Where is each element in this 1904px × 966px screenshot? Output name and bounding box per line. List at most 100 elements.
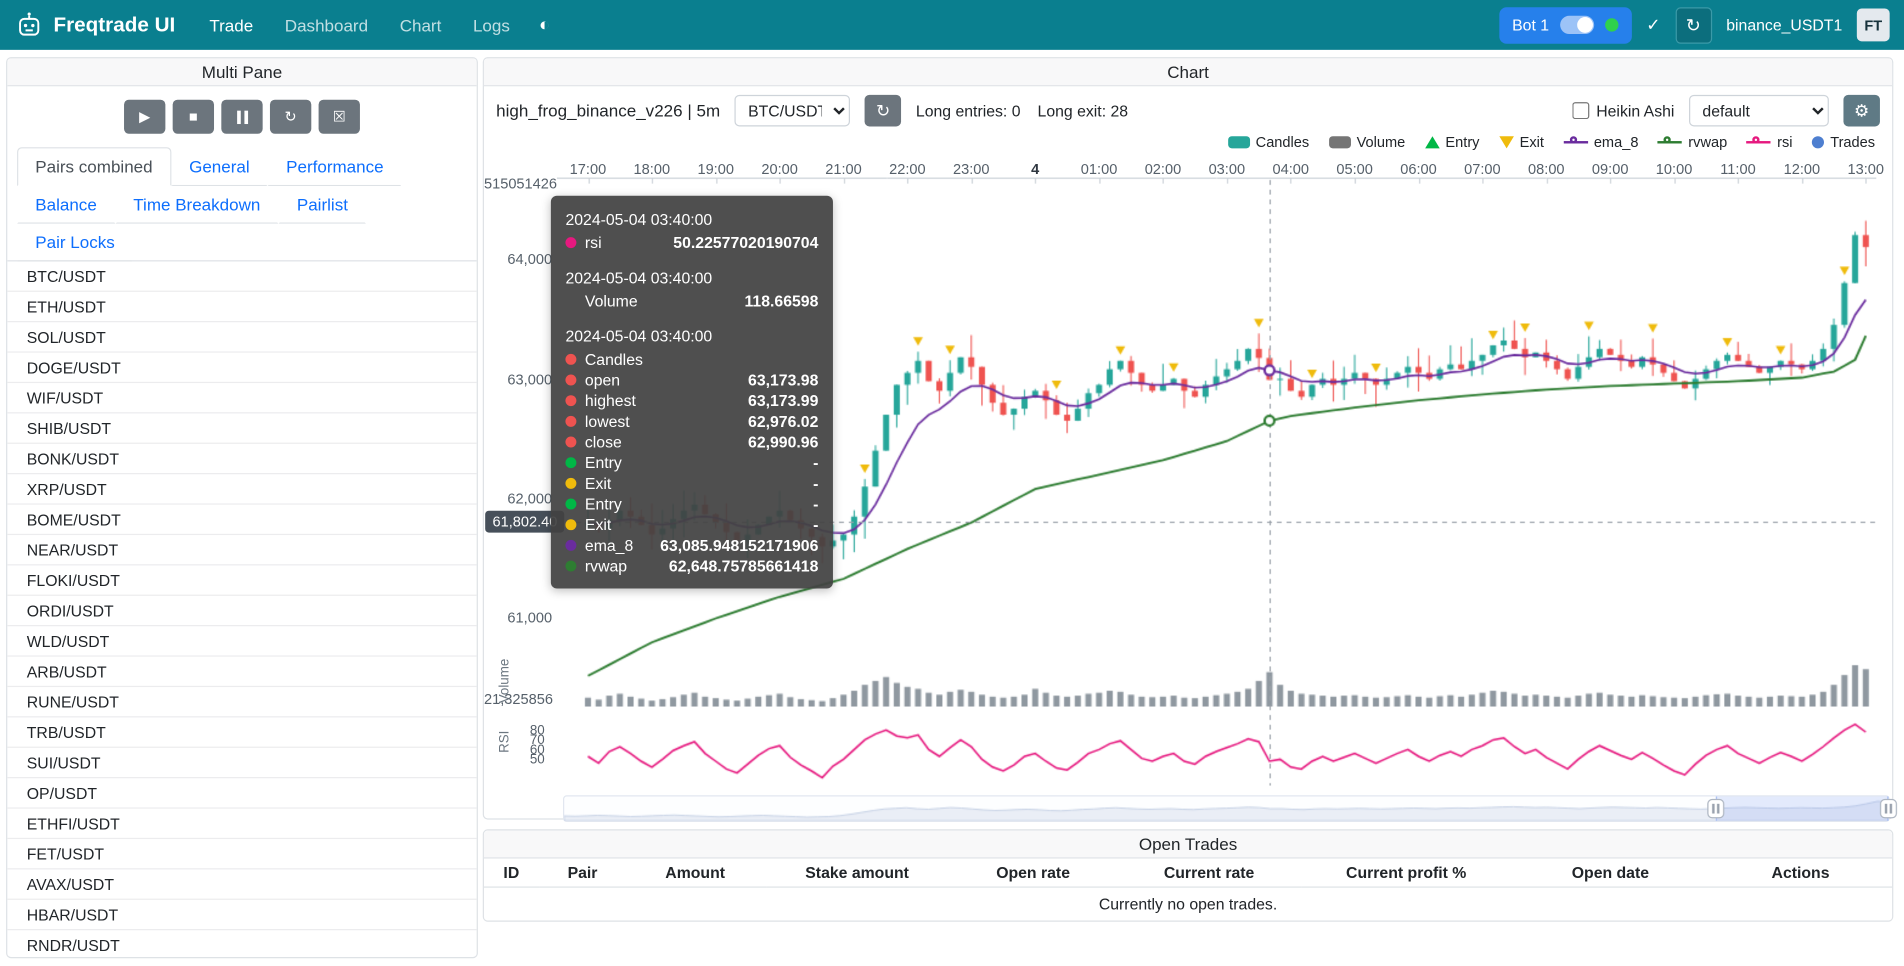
pair-row-xrp-usdt[interactable]: XRP/USDT xyxy=(7,474,477,505)
pair-row-op-usdt[interactable]: OP/USDT xyxy=(7,778,477,809)
reload-bot-button[interactable]: ↻ xyxy=(1675,6,1712,44)
pair-row-rndr-usdt[interactable]: RNDR/USDT xyxy=(7,930,476,957)
plot-config-select[interactable]: default xyxy=(1689,94,1829,127)
tab-pairs-combined[interactable]: Pairs combined xyxy=(17,147,171,187)
refresh-icon: ↻ xyxy=(875,100,891,120)
heikin-ashi-checkbox[interactable] xyxy=(1571,102,1589,120)
series-value: - xyxy=(813,515,819,534)
heikin-ashi-control: Heikin Ashi xyxy=(1571,102,1674,120)
pair-row-trb-usdt[interactable]: TRB/USDT xyxy=(7,717,477,748)
pair-row-shib-usdt[interactable]: SHIB/USDT xyxy=(7,413,477,444)
user-avatar[interactable]: FT xyxy=(1856,8,1890,42)
tooltip-time: 2024-05-04 03:40:00 xyxy=(565,327,713,346)
legend-volume[interactable]: Volume xyxy=(1328,134,1405,151)
empty-row: Currently no open trades. xyxy=(484,887,1892,920)
bot-name: Bot 1 xyxy=(1512,15,1550,35)
tab-time-breakdown[interactable]: Time Breakdown xyxy=(115,185,279,224)
y-axis-label: 21,325856 xyxy=(483,690,553,708)
y-axis-label: 64,000 xyxy=(507,250,553,268)
bot-toggle[interactable] xyxy=(1559,15,1595,35)
series-marker xyxy=(565,477,577,489)
y-axis-label: 515051426 xyxy=(483,175,558,193)
time-axis-tick: 08:00 xyxy=(1528,160,1565,178)
time-axis-tick: 22:00 xyxy=(889,160,926,178)
zoom-selection[interactable] xyxy=(1716,796,1889,821)
time-axis-tick: 12:00 xyxy=(1783,160,1821,178)
time-axis-tick: 02:00 xyxy=(1144,160,1182,178)
pair-row-avax-usdt[interactable]: AVAX/USDT xyxy=(7,869,477,900)
pair-row-arb-usdt[interactable]: ARB/USDT xyxy=(7,657,477,688)
tab-pair-locks[interactable]: Pair Locks xyxy=(17,223,133,262)
nav-link-chart[interactable]: Chart xyxy=(399,15,442,35)
nav-link-trade[interactable]: Trade xyxy=(209,15,254,35)
tab-balance[interactable]: Balance xyxy=(17,185,116,224)
tab-performance[interactable]: Performance xyxy=(267,147,402,187)
time-axis-tick: 13:00 xyxy=(1847,160,1885,178)
online-status-dot xyxy=(1604,18,1619,32)
pair-row-bome-usdt[interactable]: BOME/USDT xyxy=(7,505,477,536)
series-label: rsi xyxy=(584,233,602,252)
ema-8-marker-icon xyxy=(1563,136,1588,148)
legend-entry[interactable]: Entry xyxy=(1424,134,1479,151)
pair-row-hbar-usdt[interactable]: HBAR/USDT xyxy=(7,900,477,931)
legend-exit[interactable]: Exit xyxy=(1498,134,1544,151)
tooltip-row: rsi 50.22577020190704 xyxy=(565,232,818,253)
crosshair-price-label: 61,802.40 xyxy=(485,510,565,533)
pair-row-near-usdt[interactable]: NEAR/USDT xyxy=(7,535,477,566)
chart-tooltip: 2024-05-04 03:40:00 rsi 50.22577020190704 2… xyxy=(550,195,833,589)
pair-select[interactable]: BTC/USDT xyxy=(734,94,851,127)
navbar-right: Bot 1 ✓ ↻ binance_USDT1 FT xyxy=(1498,6,1890,44)
pair-row-bonk-usdt[interactable]: BONK/USDT xyxy=(7,444,477,475)
legend-rsi[interactable]: rsi xyxy=(1746,134,1792,151)
rvwap-marker-icon xyxy=(1657,136,1683,148)
time-axis-tick: 03:00 xyxy=(1208,160,1246,178)
stop-button[interactable]: ■ xyxy=(172,99,215,134)
long-exit-label: Long exit: 28 xyxy=(1037,101,1129,120)
legend-rvwap[interactable]: rvwap xyxy=(1657,134,1727,151)
entry-marker-icon xyxy=(1424,136,1440,149)
refresh-chart-button[interactable]: ↻ xyxy=(864,94,902,127)
y-axis-label: 62,000 xyxy=(507,490,553,508)
pair-row-ethfi-usdt[interactable]: ETHFI/USDT xyxy=(7,809,477,840)
plot-settings-button[interactable]: ⚙ xyxy=(1843,94,1880,127)
pair-row-wif-usdt[interactable]: WIF/USDT xyxy=(7,383,477,414)
column-open-rate: Open rate xyxy=(948,858,1118,888)
play-button[interactable]: ▶ xyxy=(124,99,166,134)
volume-axis-title: Volume xyxy=(497,658,512,704)
clear-chart-button[interactable]: ☒ xyxy=(318,99,360,134)
pair-row-ordi-usdt[interactable]: ORDI/USDT xyxy=(7,596,477,627)
bot-selector[interactable]: Bot 1 xyxy=(1498,6,1632,44)
rsi-marker-icon xyxy=(1746,136,1772,148)
pair-row-btc-usdt[interactable]: BTC/USDT xyxy=(7,261,477,292)
series-marker xyxy=(565,539,577,551)
tab-general[interactable]: General xyxy=(170,147,268,187)
theme-toggle-icon[interactable]: ◐ xyxy=(539,14,551,36)
pair-row-wld-usdt[interactable]: WLD/USDT xyxy=(7,626,477,657)
pair-row-sui-usdt[interactable]: SUI/USDT xyxy=(7,748,477,779)
pair-row-sol-usdt[interactable]: SOL/USDT xyxy=(7,322,477,353)
nav-link-dashboard[interactable]: Dashboard xyxy=(284,15,369,35)
empty-message: Currently no open trades. xyxy=(1098,894,1278,914)
pair-row-eth-usdt[interactable]: ETH/USDT xyxy=(7,292,477,323)
zoom-handle-right[interactable] xyxy=(1879,798,1897,819)
legend-trades[interactable]: Trades xyxy=(1811,133,1876,151)
pair-row-fet-usdt[interactable]: FET/USDT xyxy=(7,839,477,870)
reload-button[interactable]: ↻ xyxy=(269,99,312,134)
rsi-axis-label: 70 xyxy=(529,733,545,748)
legend-candles[interactable]: Candles xyxy=(1227,134,1309,151)
zoom-slider[interactable] xyxy=(563,795,1897,823)
zoom-handle-left[interactable] xyxy=(1707,798,1725,819)
time-axis-tick: 10:00 xyxy=(1655,160,1693,178)
pause-button[interactable] xyxy=(221,99,263,134)
tooltip-section: 2024-05-04 03:40:00 Candles open 63,173.98 h… xyxy=(565,327,818,576)
tab-pairlist[interactable]: Pairlist xyxy=(278,185,367,224)
series-value: 63,085.948152171906 xyxy=(660,536,819,555)
legend-label: Trades xyxy=(1830,133,1876,151)
pair-row-floki-usdt[interactable]: FLOKI/USDT xyxy=(7,565,477,596)
pair-row-rune-usdt[interactable]: RUNE/USDT xyxy=(7,687,477,718)
open-trades-panel: Open Trades ID Pair Amount Stake amount Open… xyxy=(482,829,1894,922)
legend-ema-8[interactable]: ema_8 xyxy=(1563,134,1638,151)
pair-row-doge-usdt[interactable]: DOGE/USDT xyxy=(7,353,477,384)
nav-link-logs[interactable]: Logs xyxy=(472,15,510,35)
time-axis-tick: 07:00 xyxy=(1464,160,1501,178)
